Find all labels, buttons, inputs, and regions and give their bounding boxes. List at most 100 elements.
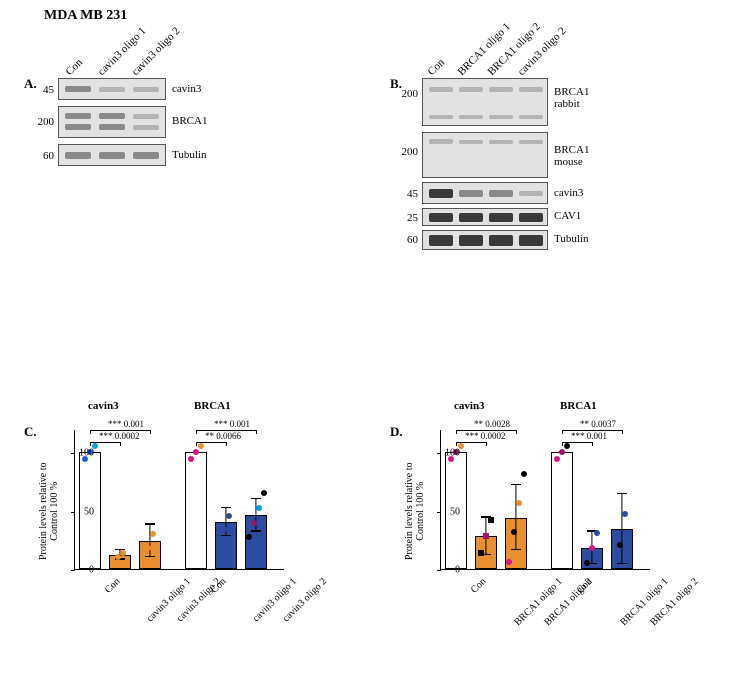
data-point <box>145 545 151 551</box>
errorbar-cap <box>251 530 261 531</box>
band <box>489 235 513 246</box>
antibody-label: Tubulin <box>554 233 588 245</box>
significance-tick <box>516 430 517 434</box>
antibody-label: BRCA1 <box>172 115 207 127</box>
antibody-label: cavin3 <box>172 83 201 95</box>
blot-strip <box>58 144 166 166</box>
band <box>133 114 159 119</box>
significance-label: ** 0.0066 <box>205 431 241 441</box>
band <box>459 87 483 92</box>
data-point <box>251 520 257 526</box>
y-tick <box>71 453 75 454</box>
data-point <box>506 559 512 565</box>
errorbar-cap <box>617 493 627 494</box>
data-point <box>622 511 628 517</box>
significance-tick <box>456 442 457 446</box>
errorbar-cap <box>617 563 627 564</box>
data-point <box>488 517 494 523</box>
significance-bracket <box>196 430 256 431</box>
y-tick-label: 0 <box>89 565 94 576</box>
mw-label: 200 <box>30 116 54 128</box>
significance-label: ** 0.0028 <box>474 419 510 429</box>
band <box>489 213 513 222</box>
y-tick-label: 100 <box>445 448 460 459</box>
significance-label: *** 0.001 <box>214 419 250 429</box>
band <box>429 115 453 119</box>
x-category-label: Con <box>103 576 123 596</box>
band <box>429 87 453 92</box>
chart-c: Protein levels relative to Control 100 %… <box>30 400 310 630</box>
band <box>99 87 125 92</box>
y-tick-label: 100 <box>79 448 94 459</box>
significance-tick <box>90 442 91 446</box>
y-tick <box>437 512 441 513</box>
antibody-label: BRCA1 mouse <box>554 144 589 168</box>
significance-label: ** 0.0037 <box>580 419 616 429</box>
band <box>489 115 513 119</box>
y-tick-label: 50 <box>84 506 94 517</box>
chart-group-title: BRCA1 <box>194 400 231 412</box>
figure-title: MDA MB 231 <box>44 8 127 24</box>
lane-label: Con <box>426 57 447 78</box>
data-point <box>483 533 489 539</box>
mw-label: 25 <box>394 212 418 224</box>
blot-strip <box>58 106 166 138</box>
errorbar-cap <box>145 523 155 524</box>
y-axis-title: Protein levels relative to Control 100 % <box>404 463 426 560</box>
significance-bracket <box>562 430 622 431</box>
band <box>519 87 543 92</box>
data-point <box>589 545 595 551</box>
data-point <box>511 529 517 535</box>
y-tick <box>71 512 75 513</box>
mw-label: 60 <box>394 234 418 246</box>
mw-label: 200 <box>394 146 418 158</box>
errorbar-cap <box>511 484 521 485</box>
band <box>519 140 543 144</box>
band <box>459 190 483 197</box>
data-point <box>521 471 527 477</box>
band <box>65 86 91 92</box>
significance-tick <box>226 442 227 446</box>
significance-label: *** 0.001 <box>108 419 144 429</box>
significance-bracket <box>456 430 516 431</box>
data-point <box>617 542 623 548</box>
band <box>519 191 543 196</box>
significance-tick <box>90 430 91 434</box>
significance-bracket <box>90 442 120 443</box>
chart-group-title: cavin3 <box>454 400 485 412</box>
errorbar-cap <box>145 556 155 557</box>
data-point <box>584 560 590 566</box>
mw-label: 60 <box>30 150 54 162</box>
antibody-label: cavin3 <box>554 187 583 199</box>
x-category-label: Con <box>469 576 489 596</box>
data-point <box>150 531 156 537</box>
band <box>65 152 91 159</box>
band <box>489 140 513 144</box>
band <box>429 189 453 198</box>
band <box>489 87 513 92</box>
significance-bracket <box>196 442 226 443</box>
significance-tick <box>592 442 593 446</box>
significance-tick <box>120 442 121 446</box>
significance-tick <box>486 442 487 446</box>
data-point <box>554 456 560 462</box>
band <box>133 152 159 159</box>
band <box>65 124 91 130</box>
band <box>99 113 125 119</box>
chart-d: Protein levels relative to Control 100 %… <box>396 400 676 630</box>
band <box>459 213 483 222</box>
y-axis-title: Protein levels relative to Control 100 % <box>38 463 60 560</box>
significance-tick <box>150 430 151 434</box>
band <box>519 115 543 119</box>
blot-strip <box>422 132 548 178</box>
significance-bracket <box>90 430 150 431</box>
errorbar-cap <box>221 507 231 508</box>
errorbar-cap <box>251 498 261 499</box>
significance-tick <box>622 430 623 434</box>
band <box>429 213 453 222</box>
y-tick <box>437 453 441 454</box>
band <box>459 235 483 246</box>
data-point <box>516 500 522 506</box>
data-point <box>120 550 126 556</box>
bar <box>185 452 207 569</box>
